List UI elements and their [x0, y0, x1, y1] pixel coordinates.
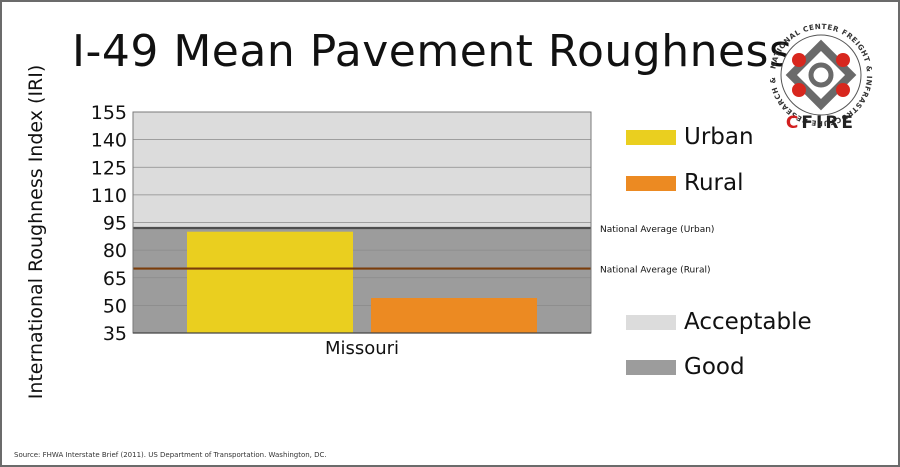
logo-hub: [808, 62, 834, 88]
legend-good-label: Good: [684, 354, 745, 380]
source-note: Source: FHWA Interstate Brief (2011). US…: [14, 451, 327, 459]
y-tick-label-95: 95: [103, 213, 127, 235]
logo-node-2: [836, 53, 850, 67]
legend-acceptable-label: Acceptable: [684, 309, 812, 335]
bar-rural-missouri: [371, 298, 537, 333]
legend-urban-label: Urban: [684, 124, 754, 150]
legend-rural-swatch: [626, 175, 676, 191]
national-average-rural-label: National Average (Rural): [600, 266, 710, 276]
logo-node-3: [792, 83, 806, 97]
legend-rural-label: Rural: [684, 170, 744, 196]
logo-node-4: [836, 83, 850, 97]
x-tick-label-missouri: Missouri: [325, 338, 399, 359]
y-tick-label-140: 140: [91, 130, 127, 152]
cfire-wordmark-rest: FIRE: [801, 113, 857, 133]
legend-acceptable: Acceptable: [626, 309, 812, 335]
legend-urban-swatch: [626, 129, 676, 145]
bar-urban-missouri: [187, 231, 353, 333]
legend-acceptable-swatch: [626, 314, 676, 330]
y-tick-label-110: 110: [91, 185, 127, 207]
band-acceptable: [133, 112, 591, 229]
y-tick-label-50: 50: [103, 295, 127, 317]
y-tick-label-155: 155: [91, 102, 127, 124]
cfire-wordmark: CFIRE: [764, 113, 878, 133]
legend-urban: Urban: [626, 124, 754, 150]
cfire-wordmark-c: C: [785, 113, 802, 133]
cfire-logo: NATIONAL CENTER FREIGHT & INFRASTRUCTURE…: [762, 16, 873, 128]
y-tick-label-35: 35: [103, 323, 127, 345]
plot-area: 35 50 65 80 95 110 125 140 155 Missouri National A…: [91, 102, 715, 359]
logo-node-1: [792, 53, 806, 67]
logo-diamond: [785, 39, 857, 111]
y-tick-label-125: 125: [91, 157, 127, 179]
chart-title: I-49 Mean Pavement Roughness: [72, 26, 793, 77]
y-tick-label-65: 65: [103, 268, 127, 290]
national-average-urban-label: National Average (Urban): [600, 225, 714, 235]
legend-rural: Rural: [626, 170, 743, 196]
legend-good: Good: [626, 354, 745, 380]
legend-good-swatch: [626, 359, 676, 375]
y-tick-label-80: 80: [103, 240, 127, 262]
